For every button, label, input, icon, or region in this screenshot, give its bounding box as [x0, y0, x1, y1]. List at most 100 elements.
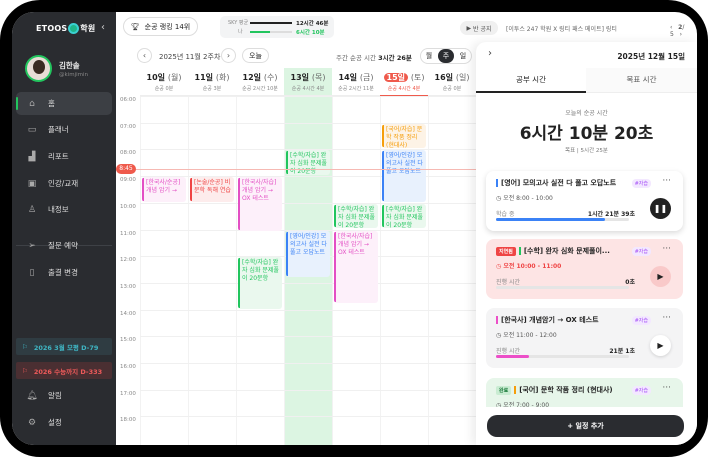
sidebar-item-report[interactable]: ▟ 리포트: [16, 145, 112, 168]
prev-week-button[interactable]: ‹: [137, 48, 152, 63]
day-column[interactable]: [188, 96, 236, 445]
sky-bar: [250, 22, 292, 24]
clock-icon: ◷: [496, 195, 502, 202]
panel-date: 2025년 12월 15일: [617, 52, 685, 61]
sidebar-item-question[interactable]: ➢ 질문 예약: [16, 234, 112, 257]
calendar-event[interactable]: [영어/인강] 모의고사 실전 다 풀고 오답노트: [286, 230, 330, 277]
calendar-event[interactable]: [국어/자습] 문학 작품 정리 (현대사): [382, 123, 426, 149]
sidebar-item-lectures[interactable]: ▣ 인강/교재: [16, 172, 112, 195]
day-header[interactable]: 13일 (목) 순공 4시간 4분: [284, 68, 332, 96]
collapse-sidebar-icon[interactable]: ‹: [101, 22, 105, 33]
more-icon[interactable]: ···: [662, 383, 671, 393]
weekly-value: 3시간 26분: [378, 54, 412, 62]
schedule-card[interactable]: [영어] 모의고사 실전 다 풀고 오답노트 ◷ 오전 8:00 - 10:00…: [486, 171, 683, 231]
pause-icon: ❚❚: [653, 204, 668, 213]
more-icon[interactable]: ···: [662, 313, 671, 323]
clock-icon: ◷: [496, 402, 502, 409]
calendar-event[interactable]: [한국사/자습] 개념 암기 → OX 테스트: [334, 230, 378, 304]
calendar-event[interactable]: [한국사/순공] 개념 암기 →: [142, 177, 186, 202]
next-week-button[interactable]: ›: [221, 48, 236, 63]
dday-mock-exam[interactable]: ⚐ 2026 3월 모평 D-79: [16, 338, 112, 355]
event-title: [영어/인강] 모의고사 실전 다 풀고 오답노트: [290, 232, 327, 256]
gear-icon: ⚙: [27, 417, 37, 428]
notice-text[interactable]: [이투스 247 학원 X 링티 패스 메이트] 링티: [506, 26, 617, 33]
hour-line: [140, 122, 476, 124]
play-icon: ▶: [657, 341, 664, 350]
play-button[interactable]: ▶: [650, 266, 671, 287]
day-header[interactable]: 14일 (금) 순공 2시간 11분: [332, 68, 380, 96]
add-schedule-button[interactable]: + 일정 추가: [487, 415, 684, 437]
hour-line: [140, 149, 476, 151]
calendar-event[interactable]: [영어/인강] 모의고사 실전 다 풀고 오답노트: [382, 150, 426, 202]
dday-csat[interactable]: ⚐ 2026 수능까지 D-333: [16, 362, 112, 379]
ranking-button[interactable]: 🏆︎ 순공 랭킹 14위: [123, 17, 198, 36]
day-header[interactable]: 16일 (일) 순공 0분: [428, 68, 476, 96]
nav-label: 홈: [48, 99, 55, 108]
nav-label: 플래너: [48, 125, 69, 134]
day-column[interactable]: [380, 96, 428, 445]
tab-goal-time[interactable]: 목표 시간: [586, 68, 697, 93]
view-toggle: 월 주 일: [420, 48, 472, 64]
day-column[interactable]: [140, 96, 188, 445]
calendar-event[interactable]: [논술/순공] 비문학 독해 연습: [190, 177, 234, 202]
user-name: 김한솔: [59, 61, 80, 70]
day-header[interactable]: 15일 (토) 순공 4시간 4분: [380, 68, 428, 96]
nav-label: 내정보: [48, 205, 69, 214]
flag-icon: ⚐: [22, 342, 28, 351]
schedule-card[interactable]: [한국사] 개념암기 → OX 테스트 ◷ 오전 11:00 - 12:00 #…: [486, 308, 683, 368]
nav-label: 출결 변경: [48, 268, 78, 277]
chevron-right-icon[interactable]: ›: [488, 48, 492, 59]
nav-label: 알림: [48, 391, 62, 400]
weekly-label: 주간 순공 시간: [336, 54, 377, 62]
main: 🏆︎ 순공 랭킹 14위 SKY 평균 12시간 46분 나 6시간 10분 ▶ …: [116, 12, 697, 445]
day-column[interactable]: [428, 96, 476, 445]
bell-icon: 🔔︎: [26, 390, 38, 401]
goal-label: 목표 | 5시간 25분: [565, 148, 608, 154]
calendar-event[interactable]: [수학/자습] 완자 심화 문제풀이 20문항: [238, 257, 282, 309]
day-column[interactable]: [236, 96, 284, 445]
calendar-event[interactable]: [수학/자습] 완자 심화 문제풀이 20문항: [382, 203, 426, 229]
card-progress: [496, 218, 629, 221]
view-month[interactable]: 월: [425, 52, 433, 60]
hour-line: [140, 282, 476, 284]
pause-button[interactable]: ❚❚: [650, 198, 671, 219]
home-icon: ⌂: [29, 98, 35, 109]
view-day[interactable]: 일: [459, 52, 467, 60]
day-header[interactable]: 11일 (화) 순공 3분: [188, 68, 236, 96]
more-icon[interactable]: ···: [662, 244, 671, 254]
view-week[interactable]: 주: [437, 49, 455, 63]
clock-icon: ◷: [496, 332, 502, 339]
day-header[interactable]: 12일 (수) 순공 2시간 10분: [236, 68, 284, 96]
sidebar-item-home[interactable]: ⌂ 홈: [16, 92, 112, 115]
sidebar-item-planner[interactable]: ▭ 플래너: [16, 118, 112, 141]
prev-icon[interactable]: ‹: [670, 24, 673, 31]
schedule-card[interactable]: 지연됨 [수학] 완자 심화 문제풀이... ◷ 오전 10:00 - 11:00…: [486, 239, 683, 299]
today-button[interactable]: 오늘: [242, 48, 269, 63]
card-status: 진행 시간: [496, 348, 520, 355]
day-header[interactable]: 10일 (월) 순공 0분: [140, 68, 188, 96]
hour-line: [140, 363, 476, 364]
event-title: [국어/자습] 문학 작품 정리 (현대사): [386, 125, 423, 149]
chart-icon: ▟: [28, 151, 36, 162]
me-value: 6시간 10분: [296, 30, 325, 36]
day-column[interactable]: [332, 96, 380, 445]
daily-panel: › 2025년 12월 15일 공부 시간 목표 시간 오늘의 순공 시간 6시…: [476, 42, 697, 445]
card-duration: 0초: [625, 279, 635, 286]
calendar-event[interactable]: [한국사/자습] 개념 암기 → OX 테스트: [238, 177, 282, 232]
day-date: 10일 (월): [146, 73, 182, 82]
more-icon[interactable]: ···: [662, 176, 671, 186]
notice-button[interactable]: ▶ 반 공지: [460, 21, 498, 35]
sidebar-item-attendance[interactable]: ▯ 출결 변경: [16, 261, 112, 284]
card-status: 학습 중: [496, 211, 515, 218]
sidebar-item-profile[interactable]: ♙ 내정보: [16, 198, 112, 221]
play-button[interactable]: ▶: [650, 335, 671, 356]
next-icon[interactable]: ›: [679, 31, 682, 38]
calendar-event[interactable]: [수학/자습] 완자 심화 문제풀이 20문항: [286, 150, 330, 176]
tab-study-time[interactable]: 공부 시간: [476, 68, 586, 93]
card-tag: #자습: [631, 316, 651, 325]
calendar-event[interactable]: [수학/자습] 완자 심화 문제풀이 20문항: [334, 203, 378, 229]
sidebar-item-alerts[interactable]: 🔔︎ 알림: [16, 384, 112, 407]
status-badge: 완료: [496, 385, 512, 395]
event-title: [수학/자습] 완자 심화 문제풀이 20문항: [386, 205, 423, 229]
sidebar-item-settings[interactable]: ⚙ 설정: [16, 411, 112, 434]
